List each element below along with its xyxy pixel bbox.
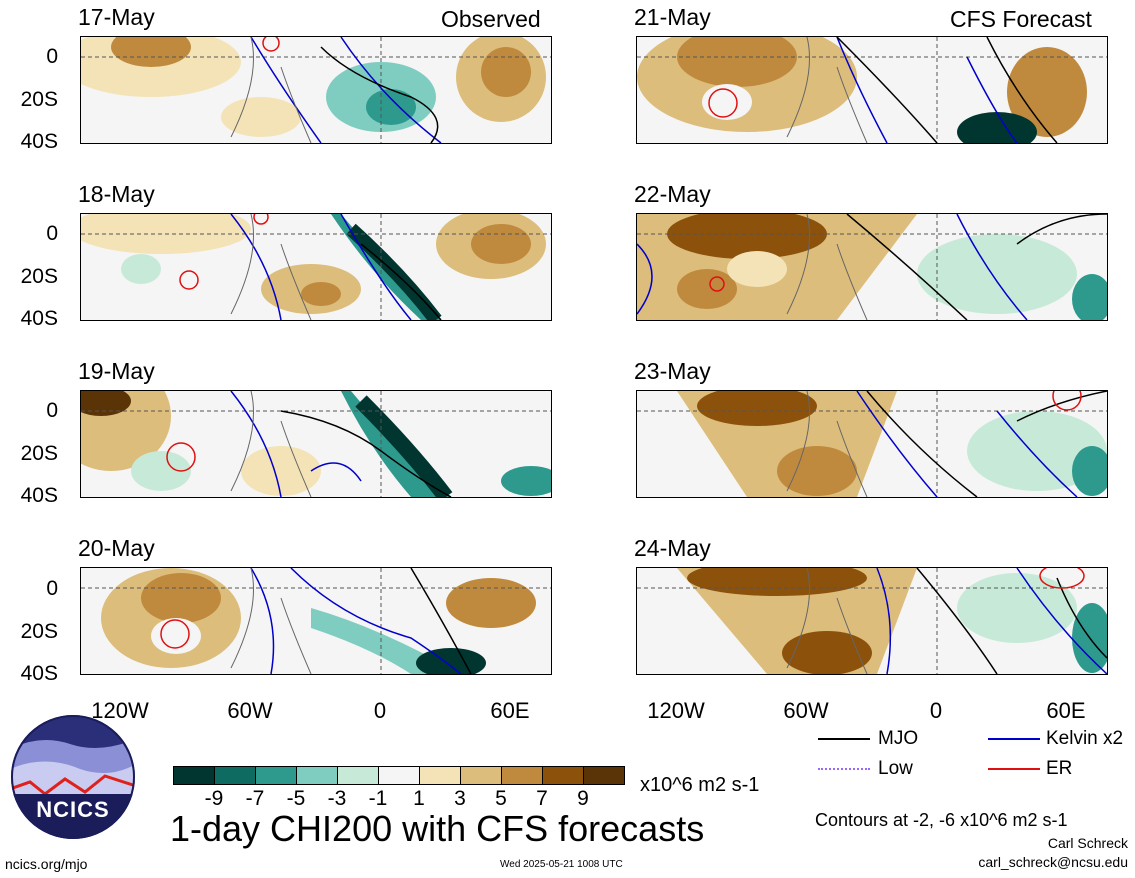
y-tick-label: 0 <box>46 577 58 600</box>
y-tick-label: 20S <box>20 88 58 111</box>
panel-date: 24-May <box>634 535 711 561</box>
forecast-header: CFS Forecast <box>950 6 1092 32</box>
legend-mjo-label: MJO <box>878 728 919 749</box>
panel-date: 20-May <box>78 535 155 561</box>
colorbar-tick: -7 <box>245 787 265 810</box>
contours-note: Contours at -2, -6 x10^6 m2 s-1 <box>815 810 1068 830</box>
colorbar-cell <box>255 766 297 785</box>
y-tick-label: 0 <box>46 399 58 422</box>
y-tick-label: 40S <box>20 484 58 507</box>
y-tick-label: 40S <box>20 307 58 330</box>
y-tick-label: 0 <box>46 45 58 68</box>
map-panel-forecast-22may <box>636 213 1108 321</box>
map-panel-forecast-23may <box>636 390 1108 498</box>
x-tick-label: 0 <box>929 698 943 723</box>
panel-date: 19-May <box>78 358 155 384</box>
colorbar-cell <box>501 766 543 785</box>
colorbar-tick: 5 <box>495 787 507 810</box>
y-tick-label: 0 <box>46 222 58 245</box>
x-tick-label: 60W <box>783 698 829 723</box>
panel-date: 17-May <box>78 4 155 30</box>
colorbar-tick: -9 <box>204 787 224 810</box>
colorbar-tick: 9 <box>577 787 589 810</box>
x-tick-label: 60E <box>1046 698 1086 723</box>
observed-header: Observed <box>441 6 541 32</box>
colorbar <box>173 766 625 785</box>
y-tick-label: 20S <box>20 265 58 288</box>
map-panel-observed-19may <box>80 390 552 498</box>
colorbar-cell <box>173 766 215 785</box>
map-panel-observed-18may <box>80 213 552 321</box>
email: carl_schreck@ncsu.edu <box>978 854 1128 870</box>
legend-kelvin-label: Kelvin x2 <box>1046 728 1124 749</box>
x-tick-label: 120W <box>647 698 705 723</box>
main-title: 1-day CHI200 with CFS forecasts <box>170 808 705 849</box>
colorbar-units: x10^6 m2 s-1 <box>640 774 760 796</box>
colorbar-tick: -1 <box>368 787 388 810</box>
x-tick-label: 60W <box>227 698 273 723</box>
x-tick-label: 60E <box>490 698 530 723</box>
colorbar-cell <box>337 766 379 785</box>
logo-text: NCICS <box>36 797 109 822</box>
colorbar-cell <box>542 766 584 785</box>
colorbar-cell <box>296 766 338 785</box>
colorbar-tick: 1 <box>413 787 425 810</box>
panel-date: 22-May <box>634 181 711 207</box>
colorbar-cell <box>214 766 256 785</box>
colorbar-tick: -5 <box>286 787 306 810</box>
map-panel-observed-17may <box>80 36 552 144</box>
map-panel-forecast-21may <box>636 36 1108 144</box>
colorbar-cell <box>583 766 625 785</box>
panel-date: 23-May <box>634 358 711 384</box>
site-link[interactable]: ncics.org/mjo <box>5 856 88 872</box>
legend-low-line <box>818 768 870 770</box>
legend-er-line <box>988 768 1040 770</box>
panel-date: 21-May <box>634 4 711 30</box>
legend-mjo-line <box>818 738 870 740</box>
legend-kelvin-line <box>988 738 1040 740</box>
colorbar-tick: -3 <box>327 787 347 810</box>
colorbar-tick: 7 <box>536 787 548 810</box>
colorbar-tick: 3 <box>454 787 466 810</box>
y-tick-label: 40S <box>20 662 58 685</box>
legend-er-label: ER <box>1046 758 1073 779</box>
timestamp: Wed 2025-05-21 1008 UTC <box>500 859 623 870</box>
y-tick-label: 20S <box>20 620 58 643</box>
colorbar-cell <box>419 766 461 785</box>
colorbar-cell <box>460 766 502 785</box>
map-panel-observed-20may <box>80 567 552 675</box>
y-tick-label: 40S <box>20 130 58 153</box>
y-tick-label: 20S <box>20 442 58 465</box>
x-tick-label: 120W <box>91 698 149 723</box>
x-tick-label: 0 <box>373 698 387 723</box>
author: Carl Schreck <box>1047 835 1128 851</box>
ncics-logo: NCICS <box>10 714 136 840</box>
panel-date: 18-May <box>78 181 155 207</box>
colorbar-cell <box>378 766 420 785</box>
legend-low-label: Low <box>878 758 913 779</box>
map-panel-forecast-24may <box>636 567 1108 675</box>
